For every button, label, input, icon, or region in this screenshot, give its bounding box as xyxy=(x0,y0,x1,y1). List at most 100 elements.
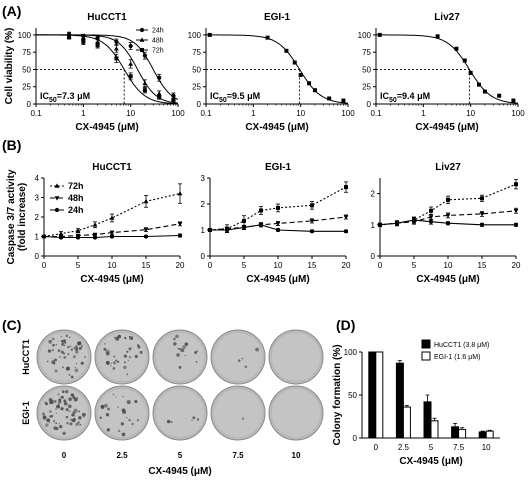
data-point xyxy=(109,230,115,236)
colony xyxy=(63,352,66,355)
ic50-annotation-post: =7.3 μM xyxy=(57,91,90,101)
data-point xyxy=(128,74,133,79)
x-tick-label: 10 xyxy=(444,261,453,270)
data-point xyxy=(454,46,459,51)
colony xyxy=(71,395,76,399)
colony xyxy=(68,373,71,376)
colony xyxy=(63,399,67,403)
colony xyxy=(74,346,79,351)
colony xyxy=(55,408,57,411)
data-point xyxy=(128,61,134,66)
y-tick-label: 4 xyxy=(35,174,40,183)
dish-concentration-label: 2.5 xyxy=(116,451,128,460)
ic50-annotation-sub: 50 xyxy=(49,97,57,104)
colony xyxy=(55,412,58,414)
x-tick-label: 20 xyxy=(512,261,521,270)
colony xyxy=(176,353,180,357)
bar-hucct1 xyxy=(368,351,377,439)
colony xyxy=(127,359,130,362)
legend-label: 72h xyxy=(68,181,84,191)
ic50-annotation: IC50=9.5 μM xyxy=(210,91,260,104)
bar-hucct1 xyxy=(395,362,404,439)
culture-dish-inner xyxy=(272,333,320,381)
culture-dish-inner xyxy=(98,389,146,437)
series-72h xyxy=(378,179,518,227)
data-point xyxy=(479,212,485,217)
colony xyxy=(113,355,116,358)
data-point xyxy=(479,222,485,227)
y-axis-label-line1: Caspase 3/7 activity xyxy=(6,169,17,264)
colony xyxy=(49,399,52,402)
colony xyxy=(121,432,126,437)
bar-hucct1 xyxy=(423,401,432,439)
colony xyxy=(68,397,72,401)
colony xyxy=(80,344,83,348)
ic50-annotation-pre: IC xyxy=(40,91,50,101)
data-point xyxy=(92,222,98,227)
colony xyxy=(63,355,67,359)
data-point xyxy=(292,60,297,65)
panel-label-c: (C) xyxy=(2,317,21,333)
colony xyxy=(72,355,76,359)
ic50-annotation: IC50=7.3 μM xyxy=(40,91,90,104)
colony xyxy=(68,404,72,409)
colony xyxy=(173,342,177,346)
y-tick-label: 0 xyxy=(197,100,202,109)
bar-egi1 xyxy=(402,406,411,439)
y-tick-label: 2 xyxy=(201,200,206,209)
colony xyxy=(61,395,64,399)
x-axis-label: CX-4945 (μM) xyxy=(399,456,462,467)
data-point xyxy=(462,58,467,63)
culture-dish-inner xyxy=(156,389,204,437)
colony xyxy=(70,348,73,351)
colony xyxy=(51,337,55,341)
y-tick-label: 100 xyxy=(358,31,372,40)
legend-marker xyxy=(139,37,145,42)
y-tick-label: 50 xyxy=(362,65,371,74)
colony xyxy=(65,407,69,412)
colony xyxy=(54,369,58,373)
data-point xyxy=(157,75,162,80)
data-point xyxy=(41,234,47,239)
colony xyxy=(64,344,66,347)
bar-egi1 xyxy=(458,428,467,439)
colony xyxy=(244,365,248,368)
legend-label: 48h xyxy=(152,38,164,45)
y-axis-label: Cell viability (%) xyxy=(4,28,15,105)
data-point xyxy=(513,208,519,214)
colony xyxy=(237,359,241,362)
y-tick-label: 100 xyxy=(18,31,32,40)
legend-label: HuCCT1 (3.8 μM) xyxy=(434,342,489,349)
data-point xyxy=(446,197,450,202)
colony xyxy=(113,361,116,365)
colony xyxy=(122,395,124,398)
colony xyxy=(191,419,193,422)
colony xyxy=(63,401,68,406)
chart-a1: 0 25 50 75 100 0.1 1 10 100 HuCCT1 CX-4945 (μM) Cel… xyxy=(4,12,185,133)
colony xyxy=(52,420,56,423)
colony xyxy=(57,349,61,352)
colony xyxy=(182,345,187,349)
colony xyxy=(139,350,143,354)
y-tick-label: 0 xyxy=(35,252,40,261)
data-point xyxy=(327,96,332,101)
colony xyxy=(104,403,108,408)
data-point xyxy=(344,185,348,190)
data-point xyxy=(312,88,317,93)
series-main xyxy=(376,32,519,104)
colony xyxy=(112,367,116,370)
colony xyxy=(123,365,127,370)
x-tick-label: 10 xyxy=(466,109,475,118)
colony xyxy=(57,393,60,396)
legend-marker xyxy=(54,196,60,201)
colony xyxy=(61,340,65,344)
data-point xyxy=(143,234,149,239)
x-tick-label: 100 xyxy=(171,109,185,118)
x-axis-label: CX-4945 (μM) xyxy=(75,122,138,133)
colony xyxy=(104,343,106,345)
colony xyxy=(65,334,69,338)
culture-dish-inner xyxy=(40,389,88,437)
colony xyxy=(137,345,141,349)
colony xyxy=(69,422,73,426)
